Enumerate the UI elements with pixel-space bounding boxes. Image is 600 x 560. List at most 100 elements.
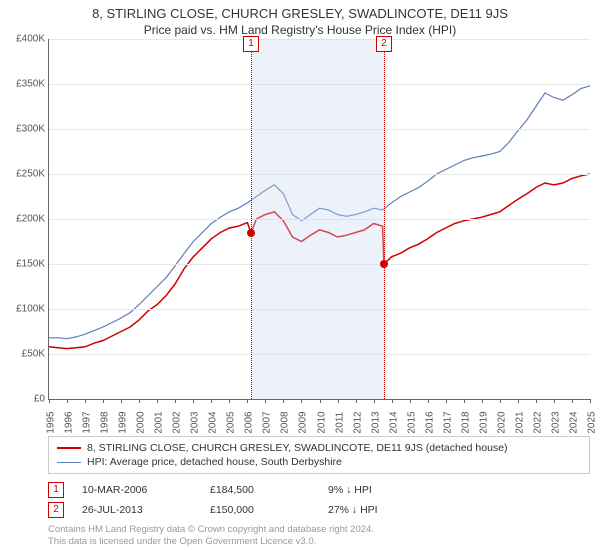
xtick-label: 2012 (348, 411, 363, 433)
sales-table: 1 10-MAR-2006 £184,500 9% ↓ HPI 2 26-JUL… (48, 480, 590, 520)
xtick-label: 2007 (258, 411, 273, 433)
xtick-label: 2003 (186, 411, 201, 433)
xtick-label: 2014 (384, 411, 399, 433)
xtick-label: 2010 (312, 411, 327, 433)
xtick-label: 1996 (60, 411, 75, 433)
xtick-label: 2021 (510, 411, 525, 433)
event-line (384, 39, 385, 399)
event-line (251, 39, 252, 399)
legend: 8, STIRLING CLOSE, CHURCH GRESLEY, SWADL… (48, 436, 590, 474)
sale-price: £150,000 (210, 504, 310, 516)
xtick-label: 2023 (546, 411, 561, 433)
xtick-mark (229, 399, 230, 403)
xtick-mark (193, 399, 194, 403)
xtick-mark (301, 399, 302, 403)
sale-marker (380, 260, 388, 268)
xtick-mark (590, 399, 591, 403)
xtick-label: 2011 (330, 412, 345, 434)
xtick-mark (446, 399, 447, 403)
xtick-label: 2016 (420, 411, 435, 433)
xtick-label: 2017 (438, 411, 453, 433)
ytick-label: £0 (34, 394, 49, 405)
ytick-label: £250K (16, 169, 49, 180)
ownership-band (251, 39, 384, 399)
legend-row-hpi: HPI: Average price, detached house, Sout… (57, 455, 581, 469)
ytick-label: £200K (16, 214, 49, 225)
xtick-label: 2005 (222, 411, 237, 433)
xtick-label: 2009 (294, 411, 309, 433)
ytick-label: £150K (16, 259, 49, 270)
xtick-mark (500, 399, 501, 403)
xtick-mark (572, 399, 573, 403)
xtick-mark (283, 399, 284, 403)
xtick-mark (103, 399, 104, 403)
title-block: 8, STIRLING CLOSE, CHURCH GRESLEY, SWADL… (0, 0, 600, 39)
footer-line-1: Contains HM Land Registry data © Crown c… (48, 524, 590, 536)
sale-price: £184,500 (210, 484, 310, 496)
sale-badge: 1 (48, 482, 64, 498)
xtick-label: 2002 (168, 411, 183, 433)
xtick-label: 2008 (276, 411, 291, 433)
xtick-mark (338, 399, 339, 403)
xtick-label: 2022 (528, 411, 543, 433)
sale-badge: 2 (48, 502, 64, 518)
chart-title: 8, STIRLING CLOSE, CHURCH GRESLEY, SWADL… (0, 6, 600, 21)
legend-label-hpi: HPI: Average price, detached house, Sout… (87, 456, 342, 468)
xtick-mark (482, 399, 483, 403)
legend-row-price: 8, STIRLING CLOSE, CHURCH GRESLEY, SWADL… (57, 441, 581, 455)
chart-subtitle: Price paid vs. HM Land Registry's House … (0, 23, 600, 37)
xtick-mark (554, 399, 555, 403)
xtick-mark (85, 399, 86, 403)
xtick-label: 2025 (583, 411, 598, 433)
xtick-mark (410, 399, 411, 403)
ytick-label: £50K (22, 349, 49, 360)
xtick-mark (392, 399, 393, 403)
sale-date: 26-JUL-2013 (82, 504, 192, 516)
xtick-mark (428, 399, 429, 403)
ytick-label: £100K (16, 304, 49, 315)
xtick-label: 2013 (366, 411, 381, 433)
xtick-mark (320, 399, 321, 403)
xtick-mark (464, 399, 465, 403)
xtick-label: 1995 (42, 411, 57, 433)
xtick-mark (157, 399, 158, 403)
sale-date: 10-MAR-2006 (82, 484, 192, 496)
xtick-mark (518, 399, 519, 403)
xtick-label: 2001 (150, 411, 165, 433)
legend-swatch-hpi (57, 462, 81, 463)
xtick-label: 1998 (96, 411, 111, 433)
xtick-label: 2006 (240, 411, 255, 433)
ytick-label: £300K (16, 124, 49, 135)
plot-area: £0£50K£100K£150K£200K£250K£300K£350K£400… (48, 39, 590, 400)
xtick-label: 2004 (204, 411, 219, 433)
xtick-mark (211, 399, 212, 403)
xtick-mark (121, 399, 122, 403)
footer-note: Contains HM Land Registry data © Crown c… (48, 524, 590, 549)
xtick-mark (356, 399, 357, 403)
xtick-mark (374, 399, 375, 403)
ytick-label: £350K (16, 79, 49, 90)
event-badge: 2 (376, 36, 392, 52)
xtick-label: 2024 (564, 411, 579, 433)
xtick-label: 2020 (492, 411, 507, 433)
ytick-label: £400K (16, 34, 49, 45)
xtick-mark (175, 399, 176, 403)
xtick-label: 1997 (78, 411, 93, 433)
xtick-label: 1999 (114, 411, 129, 433)
xtick-mark (265, 399, 266, 403)
sale-pct: 27% ↓ HPI (328, 504, 428, 516)
sales-row: 1 10-MAR-2006 £184,500 9% ↓ HPI (48, 480, 590, 500)
legend-swatch-price (57, 447, 81, 449)
xtick-label: 2018 (456, 411, 471, 433)
event-badge: 1 (243, 36, 259, 52)
xtick-label: 2000 (132, 411, 147, 433)
xtick-label: 2019 (474, 411, 489, 433)
xtick-label: 2015 (402, 411, 417, 433)
xtick-mark (49, 399, 50, 403)
chart-container: 8, STIRLING CLOSE, CHURCH GRESLEY, SWADL… (0, 0, 600, 549)
footer-line-2: This data is licensed under the Open Gov… (48, 536, 590, 548)
sales-row: 2 26-JUL-2013 £150,000 27% ↓ HPI (48, 500, 590, 520)
xtick-mark (247, 399, 248, 403)
xtick-mark (139, 399, 140, 403)
sale-marker (247, 229, 255, 237)
